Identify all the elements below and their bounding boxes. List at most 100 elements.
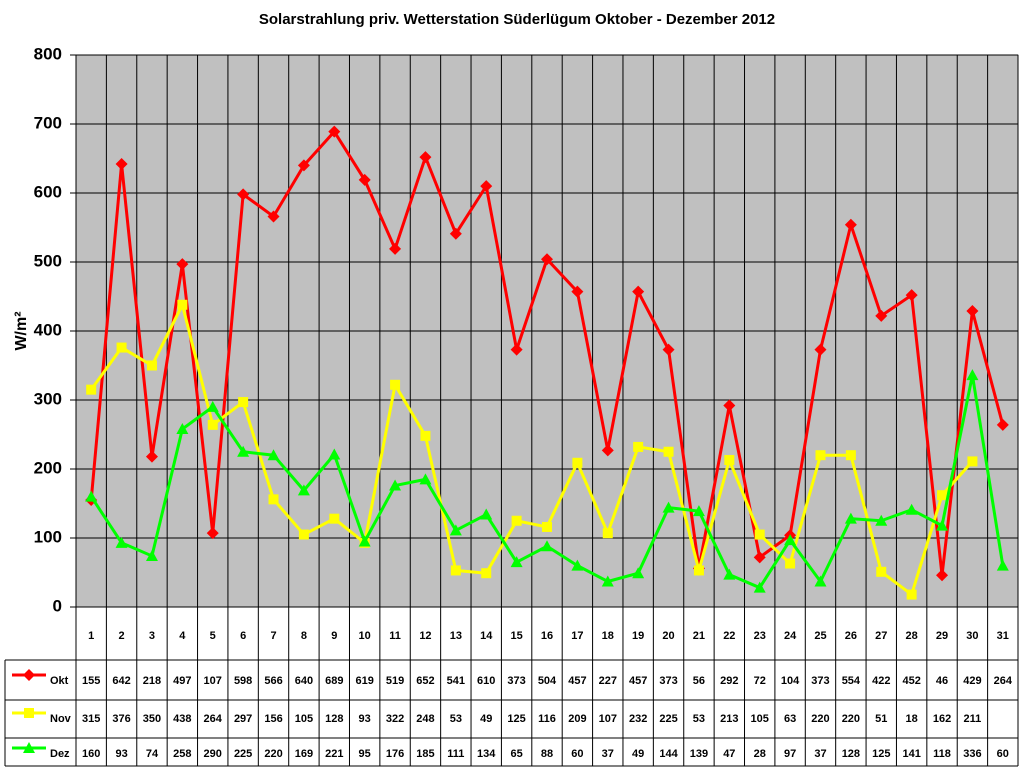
table-value: 619 bbox=[355, 675, 373, 687]
data-point bbox=[875, 309, 888, 322]
data-point bbox=[145, 549, 158, 561]
table-value: 93 bbox=[359, 713, 371, 725]
table-value: 107 bbox=[204, 675, 222, 687]
data-point bbox=[116, 342, 127, 353]
table-value: 56 bbox=[693, 675, 705, 687]
data-point bbox=[571, 559, 584, 571]
data-point bbox=[267, 210, 280, 223]
table-value: 541 bbox=[447, 675, 465, 687]
chart-title: Solarstrahlung priv. Wetterstation Süder… bbox=[259, 11, 775, 28]
data-point bbox=[419, 151, 432, 164]
table-value: 49 bbox=[632, 748, 644, 760]
table-value: 376 bbox=[112, 713, 130, 725]
data-point bbox=[145, 450, 158, 463]
x-tick-label: 4 bbox=[179, 630, 186, 642]
table-value: 225 bbox=[234, 748, 252, 760]
data-point bbox=[572, 457, 583, 468]
data-point bbox=[875, 514, 888, 526]
table-value: 107 bbox=[599, 713, 617, 725]
table-value: 322 bbox=[386, 713, 404, 725]
data-point bbox=[967, 456, 978, 467]
table-value: 213 bbox=[720, 713, 738, 725]
data-point bbox=[177, 299, 188, 310]
data-point bbox=[937, 490, 948, 501]
data-point bbox=[390, 379, 401, 390]
x-tick-label: 17 bbox=[571, 630, 583, 642]
table-value: 457 bbox=[629, 675, 647, 687]
y-tick-label: 300 bbox=[34, 389, 62, 408]
data-point bbox=[481, 568, 492, 579]
table-value: 49 bbox=[480, 713, 492, 725]
table-value: 566 bbox=[264, 675, 282, 687]
data-point bbox=[724, 455, 735, 466]
table-value: 93 bbox=[115, 748, 127, 760]
table-value: 373 bbox=[659, 675, 677, 687]
x-tick-label: 1 bbox=[88, 630, 94, 642]
table-value: 60 bbox=[571, 748, 583, 760]
data-point bbox=[328, 125, 341, 138]
table-value: 554 bbox=[842, 675, 861, 687]
table-value: 220 bbox=[811, 713, 829, 725]
y-tick-label: 200 bbox=[34, 458, 62, 477]
data-point bbox=[206, 527, 219, 540]
data-point bbox=[267, 449, 280, 461]
series-line bbox=[89, 300, 974, 598]
table-value: 232 bbox=[629, 713, 647, 725]
data-point bbox=[784, 534, 797, 546]
table-value: 169 bbox=[295, 748, 313, 760]
table-value: 209 bbox=[568, 713, 586, 725]
x-tick-label: 3 bbox=[149, 630, 155, 642]
data-point bbox=[905, 289, 918, 302]
table-value: 116 bbox=[538, 713, 556, 725]
table-value: 111 bbox=[447, 748, 464, 760]
data-point bbox=[146, 360, 157, 371]
table-value: 350 bbox=[143, 713, 161, 725]
data-point bbox=[450, 565, 461, 576]
data-point bbox=[298, 529, 309, 540]
table-value: 211 bbox=[964, 713, 982, 725]
data-point bbox=[966, 369, 979, 381]
table-value: 53 bbox=[450, 713, 462, 725]
data-point bbox=[662, 501, 675, 513]
data-point bbox=[844, 512, 857, 524]
x-tick-label: 28 bbox=[906, 630, 918, 642]
table-value: 220 bbox=[264, 748, 282, 760]
x-tick-label: 27 bbox=[875, 630, 887, 642]
data-point bbox=[633, 441, 644, 452]
table-value: 60 bbox=[997, 748, 1009, 760]
data-point bbox=[844, 218, 857, 231]
table-value: 220 bbox=[842, 713, 860, 725]
data-point bbox=[297, 484, 310, 496]
table-value: 373 bbox=[507, 675, 525, 687]
x-tick-label: 29 bbox=[936, 630, 948, 642]
table-value: 144 bbox=[659, 748, 678, 760]
table-value: 290 bbox=[204, 748, 222, 760]
table-value: 139 bbox=[690, 748, 708, 760]
table-value: 221 bbox=[325, 748, 343, 760]
x-tick-label: 15 bbox=[510, 630, 522, 642]
data-point bbox=[420, 430, 431, 441]
data-point bbox=[936, 519, 949, 531]
x-tick-label: 2 bbox=[119, 630, 125, 642]
table-value: 95 bbox=[359, 748, 371, 760]
data-point bbox=[571, 285, 584, 298]
data-point bbox=[542, 521, 552, 532]
data-point bbox=[966, 304, 979, 317]
table-value: 155 bbox=[82, 675, 100, 687]
table-value: 18 bbox=[906, 713, 918, 725]
y-tick-label: 700 bbox=[34, 113, 62, 132]
x-tick-label: 11 bbox=[389, 630, 401, 642]
table-value: 218 bbox=[143, 675, 161, 687]
data-point bbox=[602, 528, 613, 539]
data-point bbox=[510, 556, 523, 568]
table-value: 46 bbox=[936, 675, 948, 687]
table-value: 315 bbox=[82, 713, 100, 725]
data-point bbox=[754, 529, 765, 540]
y-tick-label: 600 bbox=[34, 182, 62, 201]
table-value: 652 bbox=[416, 675, 434, 687]
data-point bbox=[449, 524, 462, 536]
data-point bbox=[176, 422, 189, 434]
data-point bbox=[480, 180, 493, 193]
data-point bbox=[785, 558, 796, 569]
data-point bbox=[238, 397, 249, 408]
